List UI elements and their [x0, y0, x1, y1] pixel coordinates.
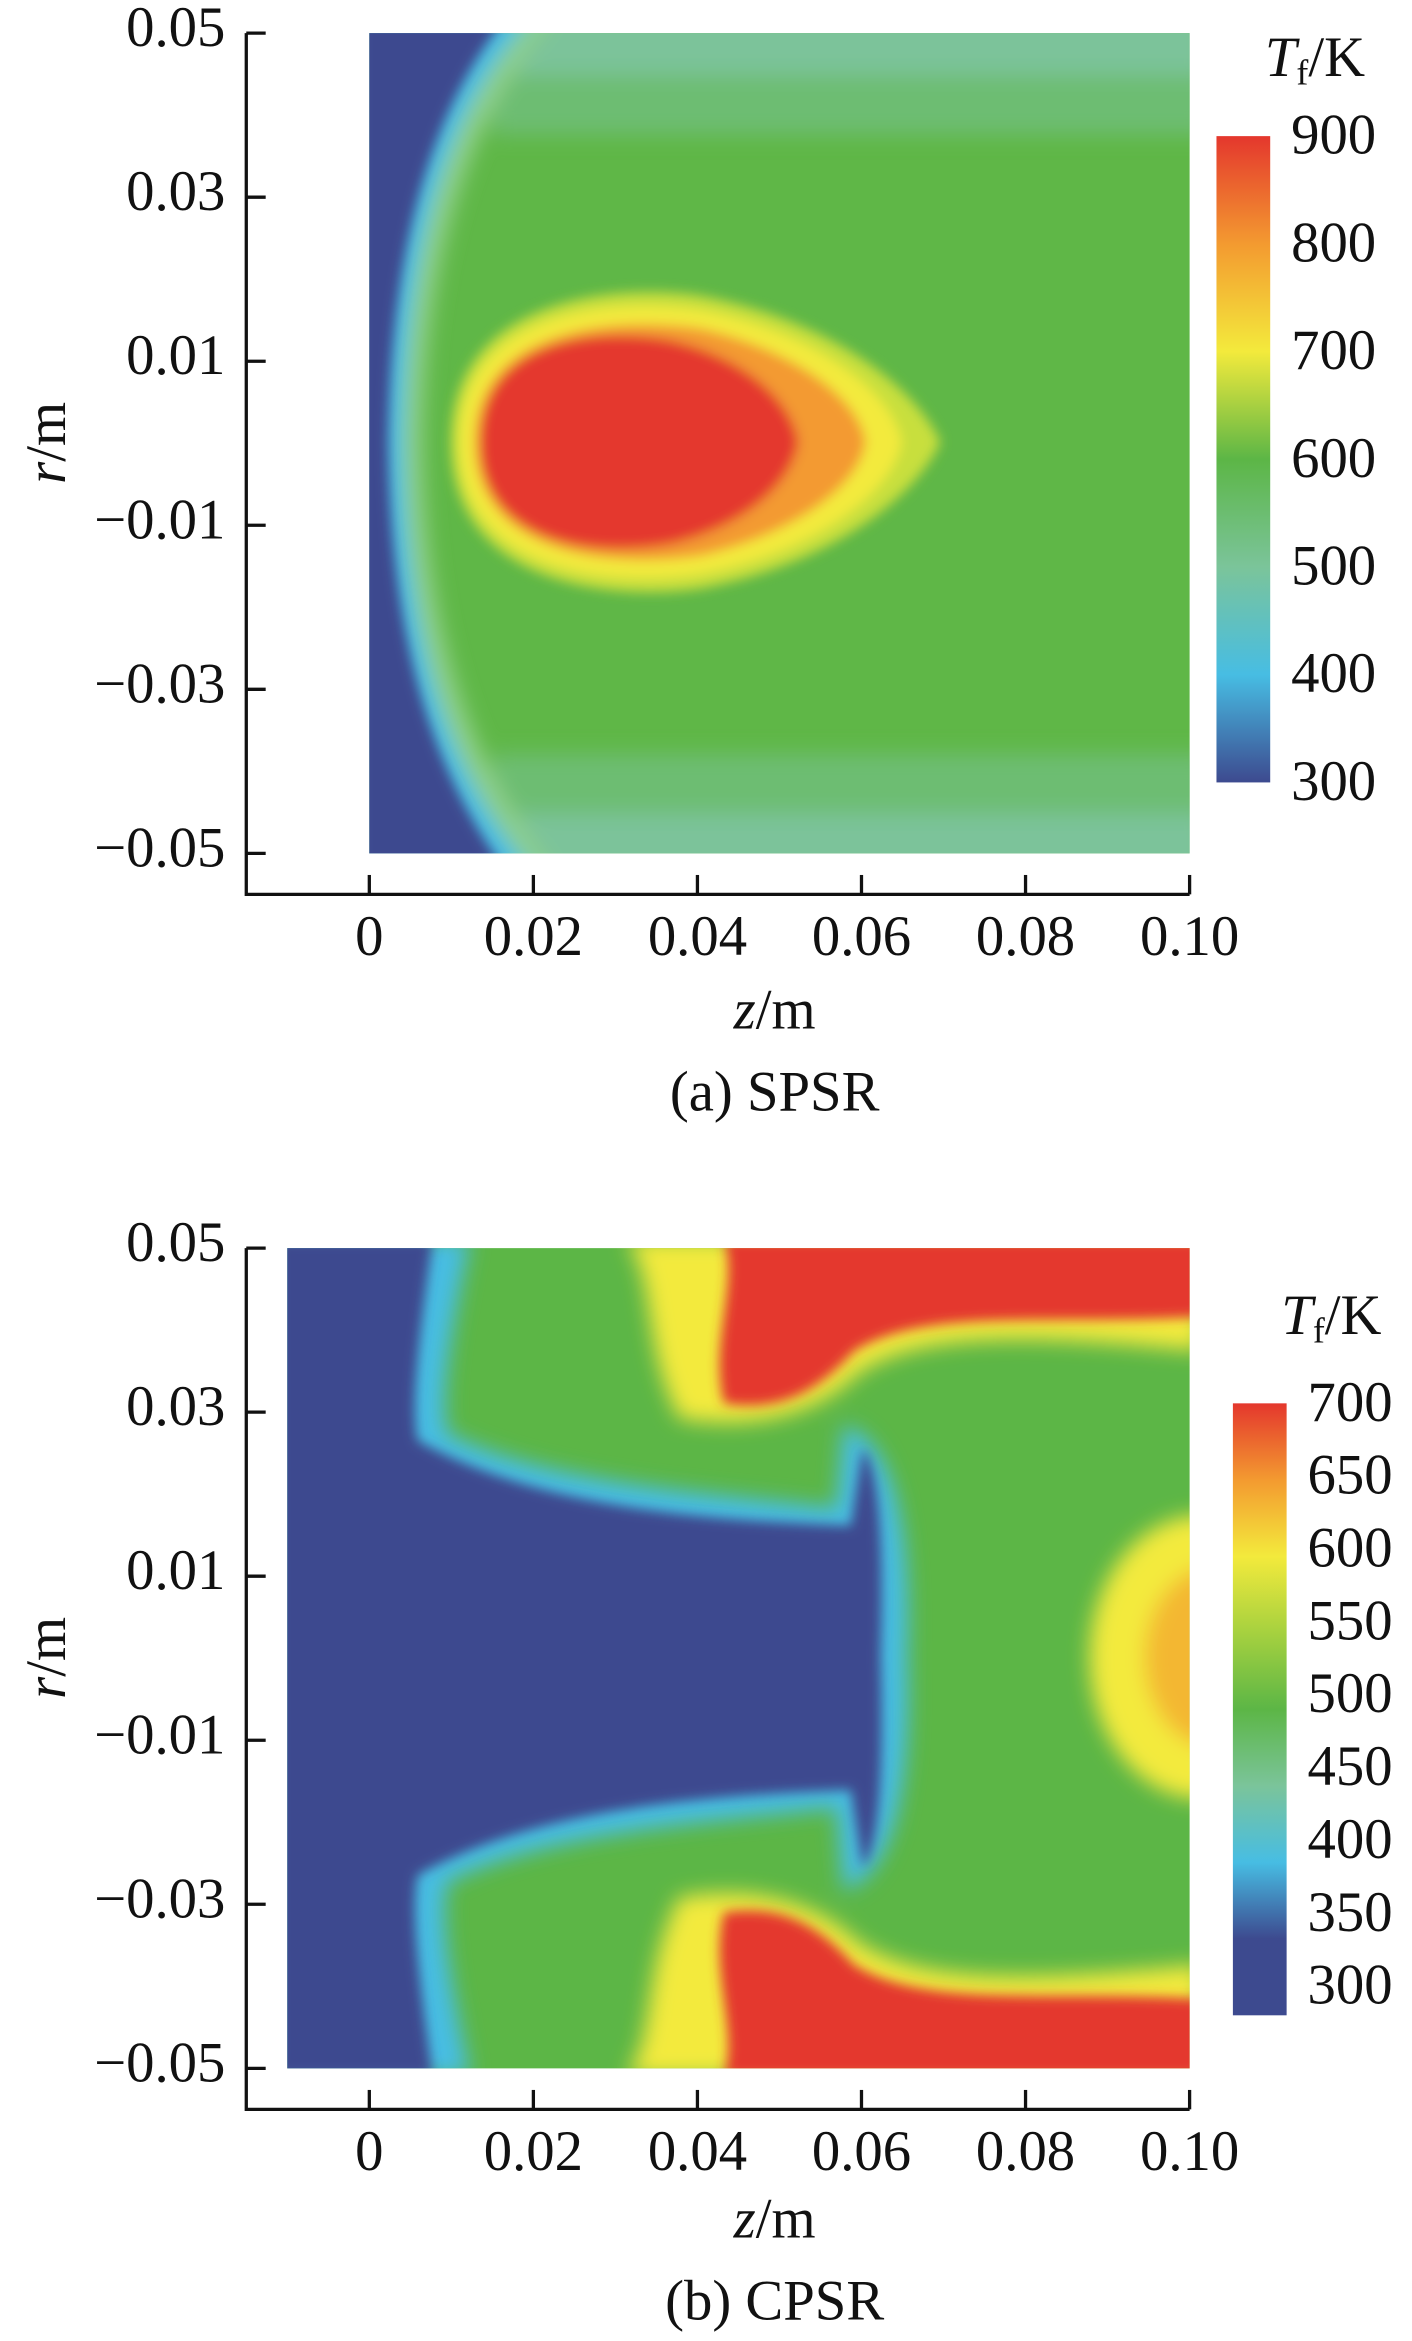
y-axis-unit: /m: [15, 402, 78, 462]
y-axis-label: r/m: [15, 1617, 78, 1699]
x-axis-unit: /m: [756, 978, 816, 1041]
colorbar-tick-label: 600: [1308, 1517, 1393, 1580]
caption: (b) CPSR: [665, 2269, 884, 2332]
y-axis-label: r/m: [15, 402, 78, 484]
colorbar-tick-label: 650: [1308, 1444, 1393, 1507]
colorbar-tick-label: 700: [1291, 319, 1376, 382]
colorbar-tick-label: 400: [1308, 1808, 1393, 1871]
y-tick-label: 0.01: [126, 1539, 225, 1602]
colorbar-symbol: T: [1281, 1284, 1316, 1347]
axis-spine: [244, 33, 1190, 897]
y-axis-symbol: r: [15, 461, 78, 484]
colorbar: [1232, 1403, 1287, 2016]
colorbar-title: Tf/K: [1281, 1284, 1381, 1351]
heatmap-field: [287, 1248, 1190, 2069]
x-tick-label: 0: [355, 905, 383, 968]
x-tick-label: 0.08: [976, 905, 1075, 968]
y-tick-label: −0.03: [94, 1867, 225, 1930]
x-tick-label: 0.06: [812, 2120, 911, 2183]
colorbar-tick-label: 300: [1291, 750, 1376, 813]
x-tick-label: 0.02: [484, 2120, 583, 2183]
x-tick-label: 0: [355, 2120, 383, 2183]
colorbar-unit: /K: [1308, 26, 1365, 89]
y-axis-unit: /m: [15, 1617, 78, 1677]
colorbar-tick-label: 450: [1308, 1735, 1393, 1798]
caption: (a) SPSR: [670, 1060, 880, 1123]
colorbar-tick-label: 300: [1308, 1954, 1393, 2017]
heatmap-field: [369, 33, 1190, 854]
x-axis-symbol: z: [733, 978, 756, 1041]
colorbar-unit: /K: [1325, 1284, 1382, 1347]
y-tick-label: 0.05: [126, 0, 225, 59]
colorbar-tick-label: 350: [1308, 1881, 1393, 1944]
x-tick-label: 0.06: [812, 905, 911, 968]
y-tick-label: −0.05: [94, 816, 225, 879]
y-tick-label: −0.05: [94, 2031, 225, 2094]
y-tick-label: −0.03: [94, 652, 225, 715]
x-tick-label: 0.02: [484, 905, 583, 968]
colorbar-tick-label: 400: [1291, 642, 1376, 705]
x-axis-unit: /m: [756, 2187, 816, 2250]
y-tick-label: 0.03: [126, 1375, 225, 1438]
x-tick-label: 0.04: [648, 2120, 747, 2183]
x-axis-label: z/m: [733, 978, 816, 1041]
colorbar-tick-label: 500: [1291, 534, 1376, 597]
colorbar-tick-label: 700: [1308, 1371, 1393, 1434]
colorbar-symbol: T: [1265, 26, 1300, 89]
x-tick-label: 0.10: [1140, 2120, 1239, 2183]
colorbar-tick-label: 900: [1291, 104, 1376, 167]
colorbar-tick-label: 800: [1291, 211, 1376, 274]
colorbar-tick-label: 550: [1308, 1589, 1393, 1652]
y-tick-label: 0.01: [126, 324, 225, 387]
x-axis-label: z/m: [733, 2187, 816, 2250]
colorbar-subscript: f: [1296, 53, 1308, 93]
y-tick-label: 0.03: [126, 160, 225, 223]
colorbar-title: Tf/K: [1265, 26, 1365, 93]
x-axis-symbol: z: [733, 2187, 756, 2250]
y-tick-label: −0.01: [94, 488, 225, 551]
x-tick-label: 0.10: [1140, 905, 1239, 968]
colorbar-tick-label: 600: [1291, 427, 1376, 490]
x-tick-label: 0.08: [976, 2120, 1075, 2183]
x-tick-label: 0.04: [648, 905, 747, 968]
y-tick-label: 0.05: [126, 1211, 225, 1274]
y-axis-symbol: r: [15, 1676, 78, 1699]
colorbar-subscript: f: [1313, 1311, 1325, 1351]
colorbar: [1216, 136, 1271, 783]
colorbar-tick-label: 500: [1308, 1662, 1393, 1725]
y-tick-label: −0.01: [94, 1703, 225, 1766]
axis-spine: [244, 1248, 1190, 2111]
